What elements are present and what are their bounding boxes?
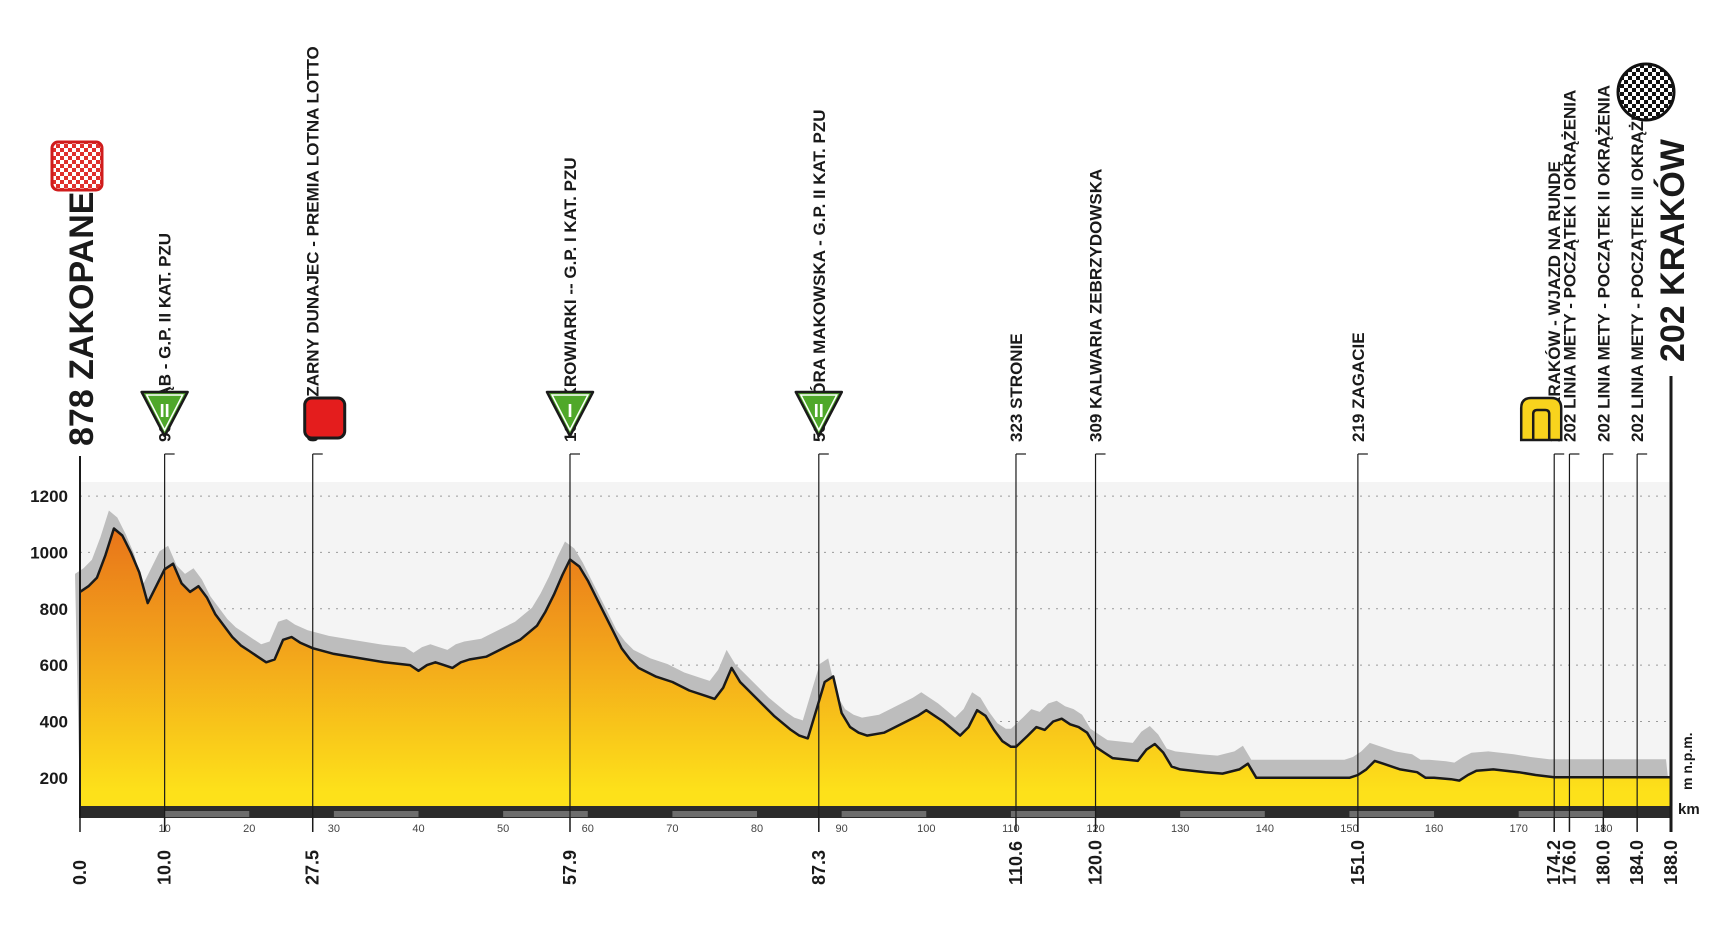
x-minor-tick-label: 170 bbox=[1509, 823, 1527, 835]
point-name-label: 202 LINIA METY - POCZĄTEK I OKRĄŻENIA bbox=[1560, 90, 1579, 442]
y-tick-label: 1000 bbox=[30, 543, 68, 562]
circuit-icon bbox=[1519, 396, 1563, 442]
climb-category-icon: II bbox=[794, 390, 844, 438]
y-tick-label: 400 bbox=[40, 712, 68, 731]
point-name-label: 202 LINIA METY - POCZĄTEK II OKRĄŻENIA bbox=[1594, 85, 1613, 442]
km-label: 174.2 bbox=[1544, 840, 1564, 885]
point-name-label: 589 GÓRA MAKOWSKA - G.P. II KAT. PZU bbox=[810, 110, 829, 442]
x-minor-tick-label: 140 bbox=[1256, 823, 1274, 835]
km-label: 0.0 bbox=[70, 860, 90, 885]
y-tick-label: 1200 bbox=[30, 487, 68, 506]
x-minor-tick-label: 60 bbox=[582, 823, 594, 835]
x-minor-tick-label: 70 bbox=[666, 823, 678, 835]
point-km-labels: 0.0 10.0 27.5 57.9 87.3 110.6 120.0 151.0 174.21… bbox=[70, 840, 1681, 885]
x-minor-tick-label: 130 bbox=[1171, 823, 1189, 835]
x-minor-tick-label: 110 bbox=[1002, 823, 1020, 835]
x-minor-tick-label: 20 bbox=[243, 823, 255, 835]
point-name-label: 678 CZARNY DUNAJEC - PREMIA LOTNA LOTTO bbox=[304, 46, 323, 442]
x-minor-tick-label: 150 bbox=[1340, 823, 1358, 835]
km-label: 180.0 bbox=[1593, 840, 1613, 885]
climb-category-icon: II bbox=[140, 390, 189, 438]
km-label: 184.0 bbox=[1627, 840, 1647, 885]
start-flag-icon bbox=[50, 140, 104, 192]
x-minor-tick-label: 160 bbox=[1425, 823, 1443, 835]
point-name-label: 202 KRAKÓW - WJAZD NA RUNDĘ bbox=[1545, 161, 1564, 442]
point-name-label: 323 STRONIE bbox=[1007, 333, 1026, 442]
baseline-bar bbox=[80, 806, 1671, 818]
y-tick-label: 600 bbox=[40, 656, 68, 675]
point-name-label: 202 LINIA METY - POCZĄTEK III OKRĄŻENIA bbox=[1628, 80, 1647, 442]
y-axis: 200 400 600 800 1000 1200 bbox=[30, 456, 81, 818]
y-tick-label: 200 bbox=[40, 769, 68, 788]
point-name-label: 986 ZĄB - G.P. II KAT. PZU bbox=[156, 233, 175, 442]
x-minor-tick-label: 50 bbox=[497, 823, 509, 835]
elevation-area bbox=[80, 528, 1671, 806]
x-minor-tick-label: 90 bbox=[836, 823, 848, 835]
point-name-label: 1010 KROWIARKI -- G.P. I KAT. PZU bbox=[561, 157, 580, 442]
km-label: 120.0 bbox=[1086, 840, 1106, 885]
climb-category-text: II bbox=[814, 401, 824, 421]
km-label: 87.3 bbox=[809, 850, 829, 885]
km-label: 188.0 bbox=[1661, 840, 1681, 885]
point-markers: II I II bbox=[140, 390, 1563, 442]
point-name-label: 309 KALWARIA ZEBRZYDOWSKA bbox=[1087, 169, 1106, 442]
finish-flag-icon bbox=[1616, 62, 1676, 122]
climb-category-text: II bbox=[160, 401, 170, 421]
elevation-line bbox=[79, 527, 1671, 782]
point-name-label: 219 ZAGACIE bbox=[1349, 332, 1368, 442]
point-labels: 986 ZĄB - G.P. II KAT. PZU 678 CZARNY DUN… bbox=[156, 46, 1648, 442]
finish-label: 202 KRAKÓW bbox=[1654, 138, 1692, 362]
km-label: 176.0 bbox=[1559, 840, 1579, 885]
y-axis-label: m n.p.m. bbox=[1679, 732, 1695, 790]
x-minor-tick-label: 40 bbox=[412, 823, 424, 835]
x-minor-tick-label: 100 bbox=[917, 823, 935, 835]
point-lines bbox=[79, 453, 1672, 832]
x-minor-tick-label: 30 bbox=[328, 823, 340, 835]
x-axis-minor-ticks: 1020304050607080901001101201301401501601… bbox=[159, 823, 1613, 835]
km-label: 57.9 bbox=[560, 850, 580, 885]
climb-category-text: I bbox=[567, 401, 572, 421]
km-label: 27.5 bbox=[303, 850, 323, 885]
km-label: 10.0 bbox=[155, 850, 175, 885]
km-label: 151.0 bbox=[1348, 840, 1368, 885]
x-axis-label: km bbox=[1678, 801, 1700, 818]
km-label: 110.6 bbox=[1006, 841, 1026, 885]
x-minor-tick-label: 80 bbox=[751, 823, 763, 835]
sprint-icon bbox=[303, 396, 347, 440]
start-label: 878 ZAKOPANE bbox=[63, 192, 101, 446]
y-tick-label: 800 bbox=[40, 600, 68, 619]
climb-category-icon: I bbox=[545, 390, 595, 438]
